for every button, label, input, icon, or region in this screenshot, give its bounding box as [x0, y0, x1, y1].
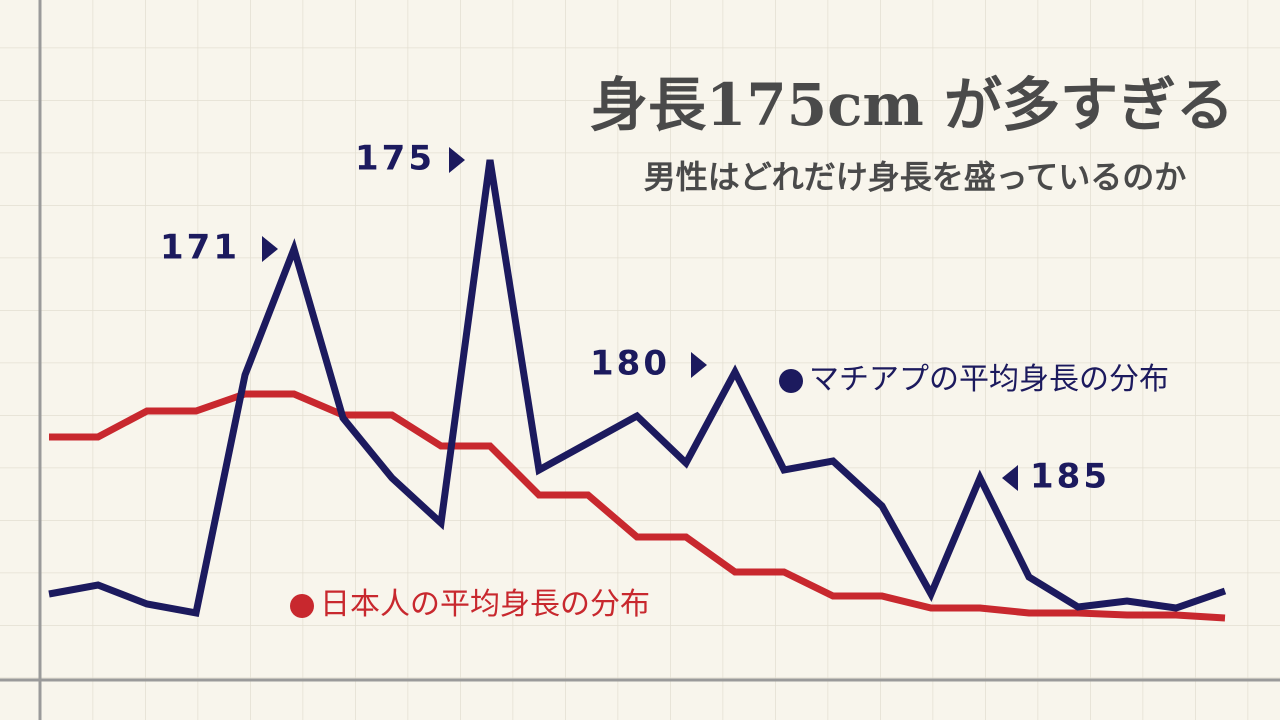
annotation-arrow: [262, 236, 278, 262]
annotation-arrow: [449, 147, 465, 173]
legend-label: 日本人の平均身長の分布: [320, 587, 650, 622]
series-line: [49, 390, 1226, 622]
legend-marker: [779, 369, 803, 393]
annotation: 185: [1030, 457, 1110, 497]
annotation-arrow: [691, 352, 707, 378]
legend-label: マチアプの平均身長の分布: [809, 362, 1169, 397]
annotation-arrow: [1002, 465, 1018, 491]
annotation: 180: [590, 344, 670, 384]
chart-title: 身長175cm が多すぎる: [590, 71, 1234, 139]
annotation: 175: [355, 139, 435, 179]
legend-marker: [290, 594, 314, 618]
annotation: 171: [160, 228, 240, 268]
chart-subtitle: 男性はどれだけ身長を盛っているのか: [644, 158, 1186, 196]
series-line: [48, 159, 1227, 618]
